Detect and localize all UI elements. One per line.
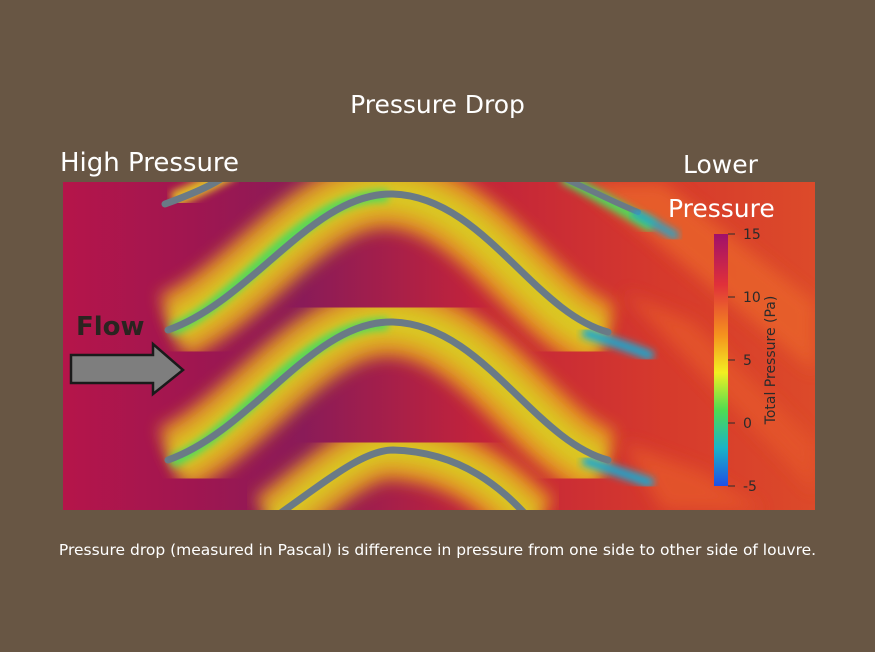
colorbar — [714, 234, 728, 486]
flow-label: Flow — [76, 312, 145, 342]
lower-pressure-label-line2: Pressure — [668, 194, 775, 223]
caption: Pressure drop (measured in Pascal) is di… — [58, 541, 817, 559]
page-title: Pressure Drop — [350, 90, 525, 119]
colorbar-tick: 0 — [743, 416, 752, 432]
lower-pressure-label-line1: Lower — [683, 150, 758, 179]
colorbar-tick: -5 — [743, 479, 757, 495]
flow-arrow-icon — [69, 341, 185, 397]
colorbar-tick: 10 — [743, 290, 761, 306]
high-pressure-label: High Pressure — [60, 148, 240, 178]
colorbar-title: Total Pressure (Pa) — [763, 296, 779, 426]
pressure-simulation-field: 15 10 5 0 -5 Total Pressure (Pa) — [63, 182, 815, 510]
colorbar-tick: 15 — [743, 227, 761, 243]
colorbar-tick: 5 — [743, 353, 752, 369]
